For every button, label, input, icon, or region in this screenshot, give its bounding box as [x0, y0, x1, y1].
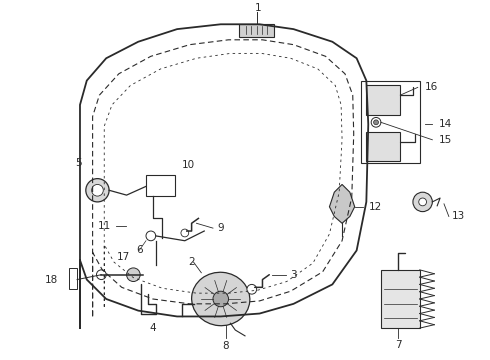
Text: 5: 5 — [75, 158, 81, 168]
Text: 13: 13 — [452, 211, 465, 221]
Text: 4: 4 — [149, 323, 156, 333]
Bar — [367, 85, 400, 114]
Circle shape — [213, 291, 228, 307]
Text: 10: 10 — [182, 160, 195, 170]
Text: 7: 7 — [395, 339, 402, 350]
Text: 12: 12 — [369, 202, 383, 212]
Circle shape — [413, 192, 432, 212]
Ellipse shape — [192, 272, 250, 326]
Polygon shape — [329, 184, 355, 223]
Circle shape — [146, 231, 156, 241]
Circle shape — [419, 198, 426, 206]
Text: 18: 18 — [45, 275, 58, 284]
Circle shape — [373, 120, 378, 125]
Bar — [69, 268, 77, 289]
Bar — [362, 81, 420, 163]
Bar — [381, 270, 420, 328]
Text: 17: 17 — [117, 252, 130, 262]
Text: 11: 11 — [98, 221, 111, 231]
Text: 1: 1 — [255, 3, 262, 13]
Bar — [239, 24, 274, 37]
Circle shape — [181, 229, 189, 237]
Circle shape — [126, 268, 140, 282]
Text: 8: 8 — [222, 341, 229, 351]
Circle shape — [92, 184, 103, 196]
Circle shape — [371, 117, 381, 127]
Circle shape — [247, 284, 257, 294]
Text: 15: 15 — [439, 135, 452, 145]
Text: 14: 14 — [439, 119, 452, 129]
Bar — [146, 175, 175, 196]
Text: 2: 2 — [188, 257, 195, 267]
Circle shape — [86, 179, 109, 202]
Circle shape — [97, 270, 106, 280]
Text: 6: 6 — [136, 246, 143, 256]
Bar — [367, 132, 400, 161]
Text: 3: 3 — [290, 270, 297, 280]
Text: 16: 16 — [424, 82, 438, 93]
Text: 9: 9 — [218, 223, 224, 233]
